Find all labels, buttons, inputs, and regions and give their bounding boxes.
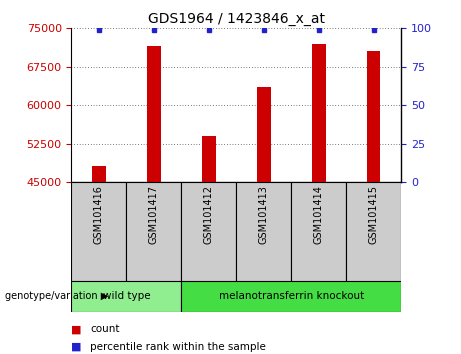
Text: ■: ■ — [71, 324, 82, 334]
Bar — [71, 182, 126, 281]
Text: wild type: wild type — [103, 291, 150, 302]
Text: GSM101416: GSM101416 — [94, 185, 104, 244]
Text: ■: ■ — [71, 342, 82, 352]
Bar — [181, 281, 401, 312]
Text: GSM101414: GSM101414 — [313, 185, 324, 244]
Title: GDS1964 / 1423846_x_at: GDS1964 / 1423846_x_at — [148, 12, 325, 26]
Bar — [147, 46, 161, 182]
Text: percentile rank within the sample: percentile rank within the sample — [90, 342, 266, 352]
Text: GSM101412: GSM101412 — [204, 185, 214, 244]
Bar — [346, 182, 401, 281]
Text: GSM101415: GSM101415 — [369, 185, 378, 244]
Bar — [367, 51, 380, 182]
Bar — [257, 87, 271, 182]
Bar — [312, 44, 325, 182]
Bar — [236, 182, 291, 281]
Bar — [291, 182, 346, 281]
Text: genotype/variation ▶: genotype/variation ▶ — [5, 291, 108, 302]
Text: count: count — [90, 324, 119, 334]
Text: melanotransferrin knockout: melanotransferrin knockout — [219, 291, 364, 302]
Bar — [202, 136, 216, 182]
Text: GSM101413: GSM101413 — [259, 185, 269, 244]
Bar — [126, 182, 181, 281]
Text: GSM101417: GSM101417 — [149, 185, 159, 244]
Bar — [71, 281, 181, 312]
Bar — [181, 182, 236, 281]
Bar — [92, 166, 106, 182]
